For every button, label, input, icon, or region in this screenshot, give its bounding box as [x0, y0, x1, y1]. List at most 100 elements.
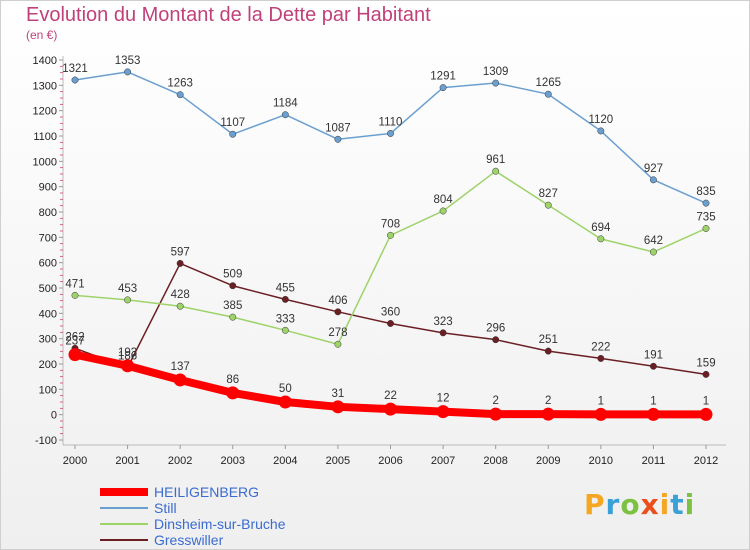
data-label: 827 [539, 188, 558, 200]
data-label: 509 [223, 269, 242, 281]
y-tick-label: 0 [51, 410, 57, 422]
data-label: 428 [171, 289, 190, 301]
data-point [699, 407, 713, 421]
data-label: 333 [276, 313, 295, 325]
data-point [121, 359, 135, 373]
data-label: 2 [492, 395, 498, 407]
x-tick-label: 2001 [115, 455, 139, 467]
data-point [281, 295, 289, 303]
data-point [492, 79, 500, 87]
data-point [281, 111, 289, 119]
y-tick-label: 1100 [33, 131, 57, 143]
logo-letter: r [605, 488, 621, 521]
proxiti-logo: Proxiti [584, 488, 695, 521]
data-label: 1 [703, 395, 709, 407]
data-point [492, 336, 500, 344]
logo-letter: o [620, 488, 641, 521]
data-point [278, 395, 292, 409]
data-label: 12 [437, 393, 450, 405]
data-label: 1184 [273, 98, 298, 110]
data-point [541, 407, 555, 421]
data-point [439, 207, 447, 215]
data-point [331, 400, 345, 414]
data-label: 2 [545, 395, 551, 407]
logo-letter: x [640, 488, 660, 521]
y-tick-label: 500 [39, 283, 57, 295]
data-label: 642 [644, 235, 663, 247]
y-tick-label: -100 [35, 435, 57, 447]
data-label: 471 [65, 278, 84, 290]
data-label: 323 [433, 316, 452, 328]
data-label: 453 [118, 283, 137, 295]
chart-unit: (en €) [26, 28, 58, 42]
data-point [544, 90, 552, 98]
data-labels: 2621865975094554063603232962512221911594… [62, 55, 715, 408]
data-point [597, 235, 605, 243]
data-label: 86 [226, 374, 239, 386]
data-point [594, 407, 608, 421]
x-tick-label: 2008 [483, 455, 507, 467]
data-label: 360 [381, 306, 400, 318]
legend-entry: Gresswiller [154, 532, 224, 548]
data-label: 835 [696, 186, 715, 198]
data-point [387, 320, 394, 327]
data-point [649, 176, 657, 184]
data-point [489, 407, 503, 421]
data-label: 1263 [167, 78, 193, 90]
data-label: 262 [65, 331, 84, 343]
data-point [173, 373, 187, 387]
data-point [334, 340, 342, 348]
x-tick-label: 2003 [221, 455, 245, 467]
logo-letter: t [670, 488, 685, 521]
data-label: 159 [696, 357, 715, 369]
data-point [71, 291, 79, 299]
data-label: 1353 [115, 55, 141, 67]
series-line [74, 262, 707, 376]
data-point [334, 135, 342, 143]
data-point [544, 347, 552, 355]
data-label: 1107 [220, 117, 245, 129]
data-point [281, 326, 289, 334]
x-tick-label: 2004 [273, 455, 297, 467]
logo-letter: P [584, 488, 606, 521]
data-label: 1087 [325, 122, 351, 134]
data-label: 1120 [588, 114, 613, 126]
y-tick-label: 200 [39, 359, 57, 371]
data-label: 22 [384, 390, 397, 402]
y-tick-label: 1000 [33, 156, 57, 168]
data-label: 927 [644, 163, 663, 175]
series-line [74, 71, 707, 204]
y-tick-label: 1200 [33, 106, 57, 118]
data-label: 1 [598, 395, 604, 407]
x-tick-label: 2007 [431, 455, 455, 467]
y-tick-label: 700 [39, 232, 57, 244]
data-point [124, 68, 132, 76]
y-tick-label: 600 [39, 258, 57, 270]
data-point [544, 201, 552, 209]
data-point [176, 259, 184, 267]
data-point [176, 91, 184, 99]
data-point [702, 199, 710, 207]
logo-letter: i [684, 488, 696, 521]
data-point [71, 76, 79, 84]
x-tick-label: 2000 [63, 455, 87, 467]
y-tick-label: 100 [39, 384, 57, 396]
x-tick-label: 2010 [589, 455, 613, 467]
data-point [387, 231, 394, 239]
data-label: 804 [433, 194, 453, 206]
data-point [334, 308, 342, 316]
data-point [176, 302, 184, 310]
data-point [492, 167, 500, 175]
data-point [649, 362, 657, 370]
data-point [229, 313, 237, 321]
axes: -100 0 100 200 300 400 500 600 700 800 900 1000 1100… [33, 55, 726, 467]
data-label: 694 [591, 222, 611, 234]
legend-entry: Dinsheim-sur-Bruche [154, 516, 286, 532]
data-label: 31 [332, 388, 345, 400]
y-tick-label: 400 [39, 308, 57, 320]
x-tick-label: 2011 [642, 455, 666, 467]
data-label: 1321 [62, 63, 88, 75]
data-label: 1110 [379, 116, 403, 128]
data-label: 961 [486, 154, 505, 166]
